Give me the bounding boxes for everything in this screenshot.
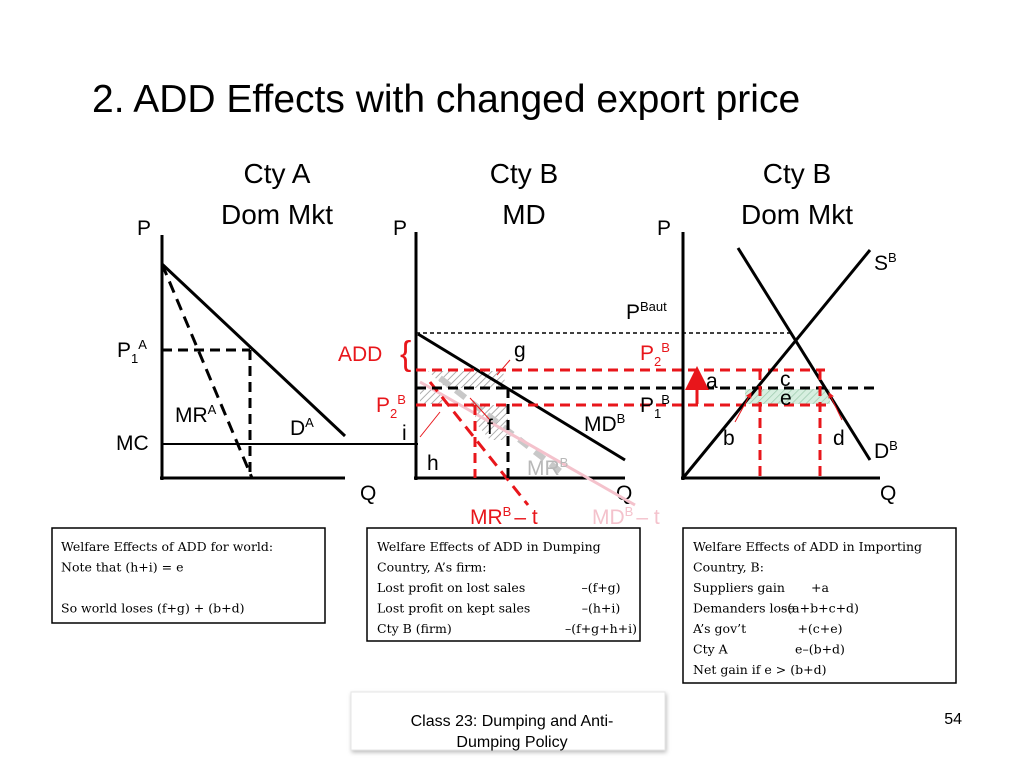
area-label: c	[780, 368, 791, 391]
box-row: Note that (h+i) = e	[61, 560, 183, 575]
price-label: P2B	[376, 392, 406, 421]
welfare-box	[51, 527, 326, 624]
add-label: ADD	[338, 343, 382, 366]
box-row-value: –(f+g+h+i)	[565, 621, 637, 636]
axis-label: P	[657, 217, 671, 240]
curve-label: MRA	[175, 402, 217, 427]
area-e	[745, 389, 830, 404]
box-row-value: +(c+e)	[797, 621, 842, 636]
axis-label: Q	[360, 482, 376, 505]
box-row-value: –(a+b+c+d)	[781, 601, 859, 616]
box-row-value: e–(b+d)	[795, 642, 845, 657]
box-row-label: Suppliers gain	[693, 580, 785, 595]
panel-heading: MD	[502, 199, 546, 230]
box-row-label: Cty A	[693, 642, 729, 657]
curve-label: MC	[116, 432, 149, 455]
footer-caption: Dumping Policy	[456, 734, 567, 751]
price-label: P2B	[640, 340, 670, 369]
area-label: a	[706, 370, 718, 393]
box-row: Welfare Effects of ADD in Importing	[693, 539, 922, 554]
welfare-box	[682, 527, 957, 684]
box-row: So world loses (f+g) + (b+d)	[61, 601, 244, 616]
price-label: P1B	[640, 392, 670, 421]
price-label: PBaut	[626, 299, 667, 324]
box-row: Country, B:	[693, 560, 764, 575]
area-label: d	[833, 427, 845, 450]
box-row-label: Lost profit on kept sales	[377, 601, 530, 616]
panel-a-lines	[160, 235, 418, 480]
area-label: f	[487, 416, 493, 439]
box-row: Net gain if e > (b+d)	[693, 662, 826, 677]
area-label: i	[402, 422, 407, 445]
panel-heading: Cty A	[244, 158, 311, 189]
box-row-label: Lost profit on lost sales	[377, 580, 525, 595]
panel-heading: Dom Mkt	[741, 199, 853, 230]
area-label: h	[427, 452, 439, 475]
curve-label: DA	[290, 415, 314, 440]
price-label: P1A	[117, 337, 147, 366]
box-row-value: –(f+g)	[581, 580, 620, 595]
box-row-value: +a	[811, 580, 829, 595]
page-number: 54	[944, 711, 962, 728]
curve-label: SB	[874, 250, 897, 275]
panel-heading: Dom Mkt	[221, 199, 333, 230]
brace: {	[400, 335, 411, 373]
box-row-value: –(h+i)	[582, 601, 621, 616]
box-row: Welfare Effects of ADD in Dumping	[377, 539, 601, 554]
area-label: b	[723, 427, 735, 450]
axis-label: Q	[616, 482, 632, 505]
curve-label: MRB – t	[470, 504, 538, 529]
curve-label: MDB – t	[592, 504, 660, 529]
box-row-label: A’s gov’t	[692, 621, 746, 636]
curve-label: MRB	[527, 455, 568, 480]
box-row: Country, A’s firm:	[377, 560, 486, 575]
curve-label: MDB	[584, 411, 625, 436]
axis-label: P	[393, 217, 407, 240]
area-label: e	[780, 387, 792, 410]
slide-title: 2. ADD Effects with changed export price	[92, 78, 800, 121]
footer-box	[350, 691, 666, 751]
box-row-label: Cty B (firm)	[377, 621, 452, 636]
panel-heading: Cty B	[490, 158, 558, 189]
axis-label: Q	[880, 482, 896, 505]
footer-caption: Class 23: Dumping and Anti-	[411, 713, 614, 730]
box-texts: Welfare Effects of ADD for world: Note th…	[61, 539, 922, 677]
panel-heading: Cty B	[763, 158, 831, 189]
axis-label: P	[137, 217, 151, 240]
box-row: Welfare Effects of ADD for world:	[61, 539, 273, 554]
panel-b-lines	[414, 232, 880, 507]
welfare-box	[366, 527, 641, 642]
curve-label: DB	[874, 438, 898, 463]
area-label: g	[514, 339, 526, 362]
box-row-label: Demanders lose	[693, 601, 795, 616]
panel-c-lines	[681, 232, 880, 480]
